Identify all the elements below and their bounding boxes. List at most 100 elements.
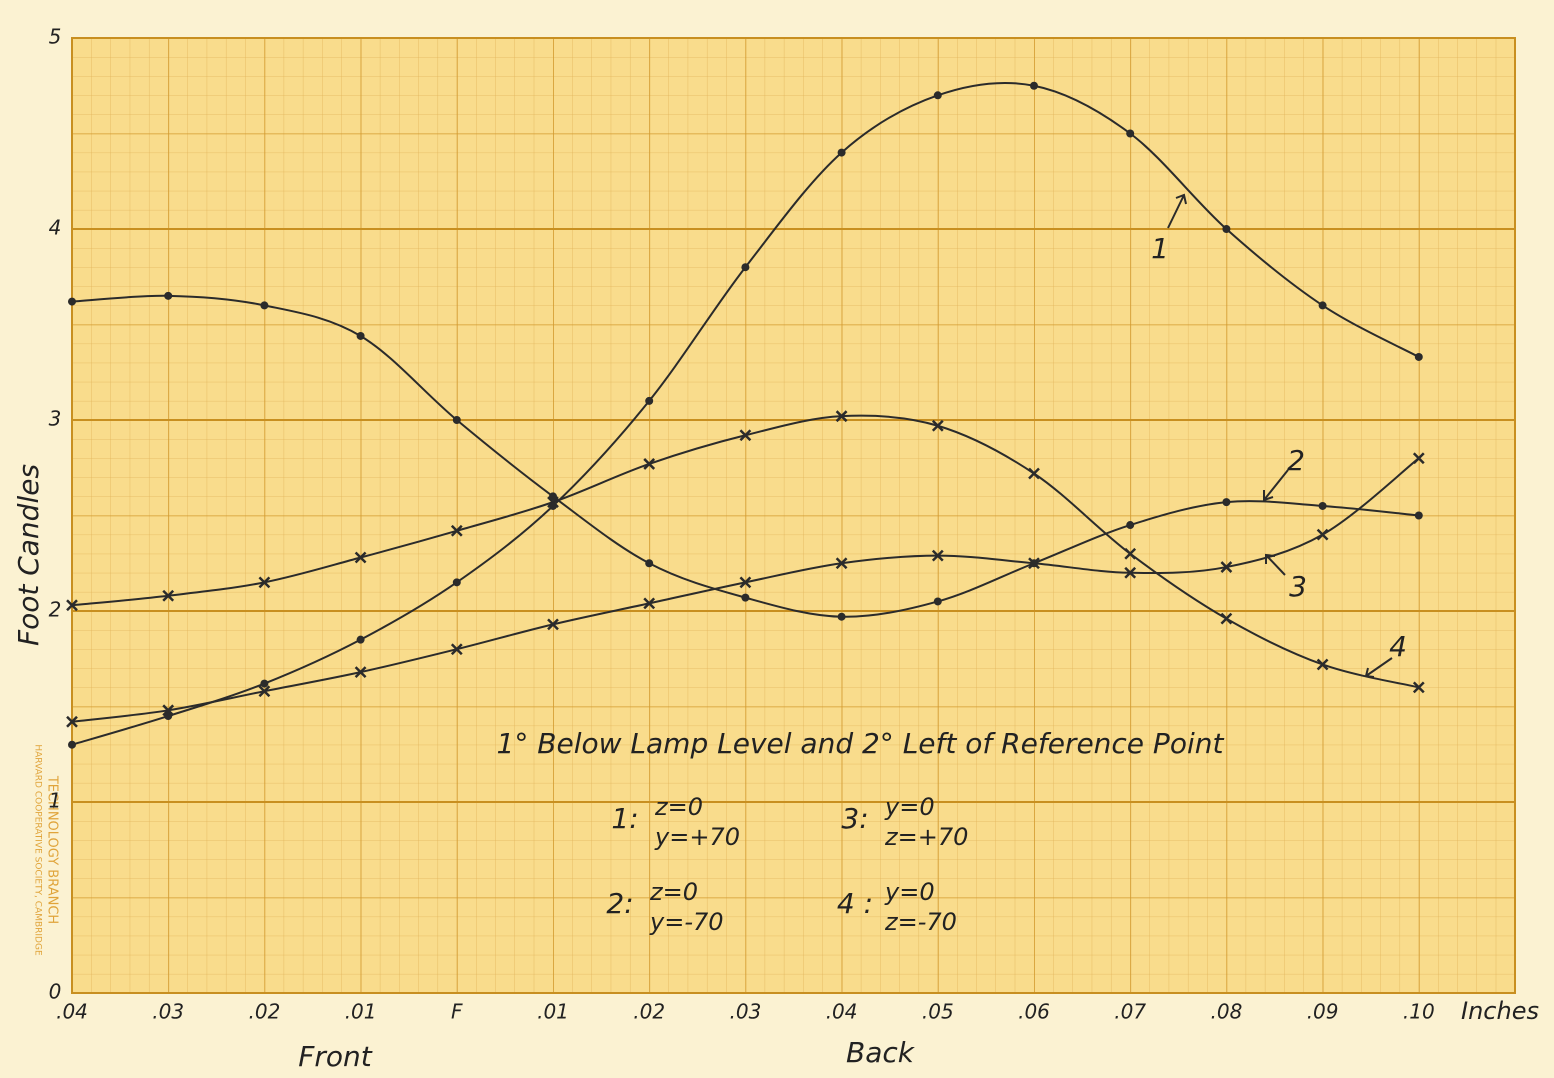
x-marker xyxy=(258,576,271,589)
dot-marker xyxy=(549,501,557,510)
y-tick-label: 0 xyxy=(49,980,62,1004)
x-marker xyxy=(162,589,175,602)
arrows xyxy=(1167,193,1393,678)
dot-marker xyxy=(1030,559,1038,568)
x-marker xyxy=(162,704,175,717)
dot-marker xyxy=(741,593,750,602)
x-marker xyxy=(931,419,944,432)
dot-marker xyxy=(356,635,365,644)
y-tick-label: 1 xyxy=(49,789,62,813)
x-axis-label: Inches xyxy=(1461,997,1539,1025)
x-tick-label: .09 xyxy=(1307,1000,1339,1024)
dot-marker xyxy=(260,679,269,688)
x-marker xyxy=(450,643,463,656)
dot-marker xyxy=(1222,225,1231,233)
x-marker xyxy=(643,458,656,470)
x-tick-label: .04 xyxy=(56,1000,88,1024)
dot-marker xyxy=(1222,498,1231,507)
group-label: Front xyxy=(298,1040,372,1073)
x-marker xyxy=(1316,528,1329,541)
y-tick-label: 4 xyxy=(49,216,62,240)
x-marker xyxy=(450,524,463,537)
mid-grid xyxy=(72,38,1515,993)
chart-title: 1° Below Lamp Level and 2° Left of Refer… xyxy=(497,727,1225,760)
x-tick-label: .01 xyxy=(345,1000,377,1024)
x-marker xyxy=(547,618,559,631)
x-marker xyxy=(835,410,848,423)
x-marker xyxy=(258,685,271,698)
dot-marker xyxy=(452,578,461,587)
key-line: z=-70 xyxy=(884,908,957,936)
x-tick-label: .02 xyxy=(248,1000,280,1024)
x-marker xyxy=(66,715,78,728)
x-tick-label: .06 xyxy=(1018,1000,1050,1024)
curve-label: 2 xyxy=(1287,444,1305,477)
stamp: TECHNOLOGY BRANCH xyxy=(45,775,60,924)
key-line: y=+70 xyxy=(654,823,740,851)
x-marker xyxy=(354,551,367,564)
x-tick-label: .08 xyxy=(1210,1000,1242,1024)
dot-marker xyxy=(837,148,846,157)
key-id: 4 : xyxy=(837,887,873,920)
dot-marker xyxy=(1126,129,1135,138)
x-marker xyxy=(1124,547,1137,560)
y-tick-label: 2 xyxy=(49,598,62,622)
x-tick-label: .03 xyxy=(729,1000,761,1024)
x-marker xyxy=(1124,566,1137,579)
dot-marker xyxy=(1318,301,1327,310)
group-label: Back xyxy=(846,1036,916,1069)
curve xyxy=(71,457,1420,723)
dot-marker xyxy=(933,597,942,606)
x-marker xyxy=(1412,452,1425,465)
key-line: y=0 xyxy=(884,793,935,821)
y-tick-label: 3 xyxy=(49,407,62,431)
x-tick-label: .02 xyxy=(633,1000,665,1024)
dot-marker xyxy=(1126,521,1135,530)
dot-marker xyxy=(1414,352,1423,361)
dot-marker xyxy=(549,492,557,501)
dot-marker xyxy=(837,612,846,621)
dot-marker xyxy=(356,331,365,340)
key-id: 2: xyxy=(606,887,633,920)
x-tick-label: .04 xyxy=(826,1000,858,1024)
x-marker xyxy=(1412,681,1425,694)
dot-marker xyxy=(1030,81,1038,90)
curve-label: 4 xyxy=(1389,630,1407,663)
dot-marker xyxy=(68,740,76,749)
key-id: 1: xyxy=(611,802,638,835)
x-marker xyxy=(1220,561,1233,573)
key-id: 3: xyxy=(841,802,868,835)
x-tick-label: .10 xyxy=(1403,1000,1435,1024)
x-marker xyxy=(354,666,367,679)
x-tick-label: .03 xyxy=(152,1000,184,1024)
key-line: z=0 xyxy=(654,793,703,821)
key-line: z=+70 xyxy=(884,823,968,851)
key-line: z=0 xyxy=(649,878,698,906)
x-tick-label: .05 xyxy=(922,1000,954,1024)
dot-marker xyxy=(164,291,173,300)
x-marker xyxy=(1220,612,1233,625)
x-marker xyxy=(739,576,752,589)
x-marker xyxy=(66,599,78,612)
x-marker xyxy=(739,429,752,442)
dot-marker xyxy=(1318,501,1327,510)
dot-marker xyxy=(1414,511,1423,520)
dot-marker xyxy=(933,91,942,100)
y-tick-label: 5 xyxy=(49,25,62,49)
key-line: y=0 xyxy=(884,878,935,906)
dot-marker xyxy=(68,297,76,306)
x-marker xyxy=(1316,658,1329,671)
dot-marker xyxy=(645,559,654,568)
key-line: y=-70 xyxy=(649,908,724,936)
x-tick-label: .01 xyxy=(537,1000,569,1024)
x-marker xyxy=(835,557,848,570)
curve-label: 1 xyxy=(1151,232,1169,265)
dot-marker xyxy=(452,416,461,424)
x-marker xyxy=(931,549,944,562)
curve-label: 3 xyxy=(1289,570,1307,603)
x-tick-label: F xyxy=(451,1000,463,1024)
dot-marker xyxy=(645,396,654,405)
x-marker xyxy=(643,597,656,610)
x-tick-label: .07 xyxy=(1114,1000,1146,1024)
